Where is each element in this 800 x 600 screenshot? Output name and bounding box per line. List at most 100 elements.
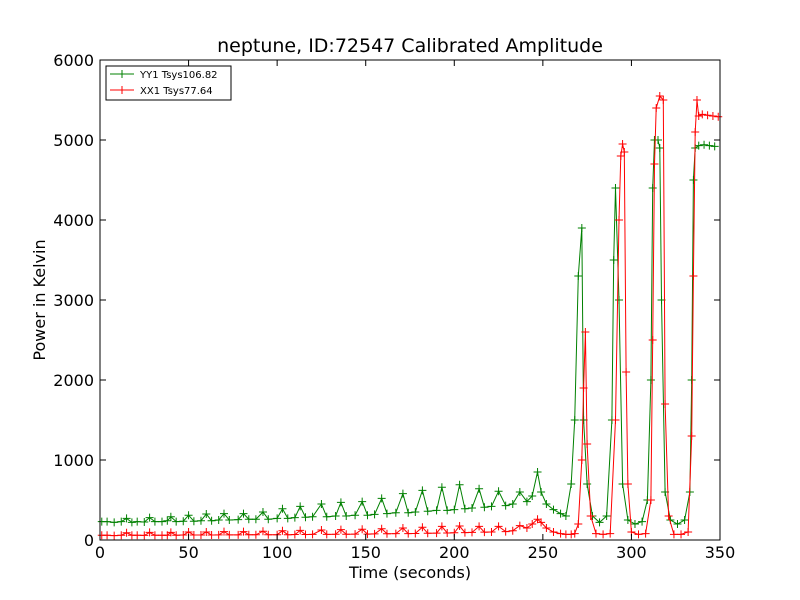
y-axis-label: Power in Kelvin — [30, 239, 49, 360]
data-point-0-29 — [273, 514, 282, 523]
x-tick-label-5: 250 — [528, 543, 559, 562]
data-point-0-57 — [455, 480, 464, 489]
data-point-0-41 — [351, 511, 360, 520]
data-point-1-24 — [239, 527, 248, 536]
x-tick-label-0: 0 — [95, 543, 105, 562]
data-point-0-12 — [166, 512, 175, 521]
data-point-1-62 — [487, 528, 496, 536]
data-point-0-68 — [528, 492, 537, 500]
data-point-0-60 — [475, 484, 484, 493]
data-point-0-11 — [163, 516, 172, 525]
data-point-0-7 — [140, 518, 149, 526]
data-point-0-91 — [638, 517, 647, 526]
data-point-0-77 — [574, 272, 583, 280]
data-point-0-43 — [363, 511, 372, 520]
data-point-0-9 — [150, 517, 159, 526]
data-point-1-71 — [542, 524, 551, 532]
data-point-1-104 — [669, 530, 678, 539]
data-point-1-81 — [583, 440, 592, 448]
data-point-0-37 — [322, 512, 331, 521]
data-point-0-75 — [567, 480, 576, 488]
data-point-1-102 — [661, 400, 670, 408]
data-point-1-37 — [322, 530, 331, 539]
data-point-1-53 — [432, 529, 441, 538]
data-point-0-101 — [673, 520, 682, 528]
data-point-1-33 — [296, 526, 305, 535]
data-point-0-46 — [382, 509, 391, 518]
data-point-1-58 — [460, 528, 469, 537]
data-point-0-93 — [646, 376, 655, 384]
data-point-0-87 — [615, 296, 624, 304]
data-point-1-84 — [599, 530, 608, 539]
data-point-1-82 — [586, 512, 595, 520]
data-point-0-42 — [358, 497, 367, 506]
series-1 — [97, 92, 723, 540]
data-point-1-91 — [622, 368, 631, 376]
legend-marker-yy1 — [118, 70, 126, 78]
data-point-1-77 — [574, 520, 583, 528]
data-point-1-95 — [641, 529, 650, 538]
data-point-0-63 — [494, 487, 503, 496]
data-point-1-19 — [207, 531, 216, 540]
data-point-0-82 — [595, 518, 604, 527]
data-point-0-65 — [508, 500, 517, 508]
data-point-0-44 — [370, 510, 379, 519]
data-point-0-62 — [487, 502, 496, 511]
legend-label-xx1: XX1 Tsys77.64 — [140, 86, 213, 97]
data-point-1-70 — [537, 518, 546, 527]
data-point-1-73 — [556, 529, 565, 538]
x-tick-label-3: 150 — [350, 543, 381, 562]
data-point-1-1 — [103, 531, 112, 540]
data-point-0-71 — [542, 500, 551, 508]
data-point-1-39 — [336, 525, 345, 534]
data-point-0-33 — [296, 502, 305, 511]
data-point-1-64 — [501, 527, 510, 536]
data-point-0-67 — [522, 497, 531, 506]
data-point-1-41 — [351, 530, 360, 539]
data-point-0-108 — [700, 140, 709, 149]
legend-label-yy1: YY1 Tsys106.82 — [139, 70, 218, 81]
data-point-1-23 — [234, 530, 243, 539]
data-point-1-20 — [214, 530, 223, 539]
data-point-1-67 — [522, 524, 531, 532]
data-point-0-13 — [172, 517, 181, 526]
series-0 — [97, 136, 719, 528]
data-point-0-85 — [609, 256, 618, 264]
data-point-1-107 — [687, 432, 696, 440]
data-point-1-43 — [363, 530, 372, 539]
data-point-0-53 — [432, 506, 441, 515]
y-tick-label-1: 1000 — [53, 451, 94, 470]
data-point-0-54 — [437, 483, 446, 492]
data-point-1-86 — [611, 416, 620, 424]
legend-entry-yy1: YY1 Tsys106.82 — [110, 70, 218, 81]
data-point-1-97 — [648, 336, 657, 344]
data-point-0-72 — [549, 505, 558, 514]
data-point-0-27 — [258, 508, 267, 516]
data-point-1-59 — [468, 528, 476, 537]
data-point-0-94 — [648, 184, 657, 192]
data-point-0-23 — [234, 515, 243, 524]
data-point-0-31 — [283, 514, 292, 523]
x-tick-label-6: 300 — [616, 543, 647, 562]
data-point-1-94 — [634, 530, 643, 539]
data-point-1-98 — [650, 160, 659, 168]
data-point-0-59 — [468, 504, 476, 512]
data-point-1-32 — [290, 530, 299, 539]
data-point-0-107 — [694, 141, 703, 150]
data-point-1-90 — [620, 148, 629, 156]
data-point-0-110 — [710, 142, 719, 151]
data-point-1-3 — [117, 531, 126, 540]
data-point-1-48 — [398, 524, 407, 532]
data-point-0-32 — [290, 513, 299, 522]
data-point-0-3 — [117, 517, 126, 526]
data-point-1-61 — [480, 528, 489, 537]
data-point-1-18 — [202, 528, 211, 536]
data-point-1-44 — [370, 529, 379, 538]
data-point-1-57 — [455, 522, 464, 530]
data-point-1-75 — [567, 530, 576, 539]
data-point-0-49 — [404, 508, 413, 517]
data-point-0-52 — [423, 507, 432, 516]
data-point-0-4 — [122, 514, 131, 523]
data-point-1-12 — [166, 528, 175, 537]
